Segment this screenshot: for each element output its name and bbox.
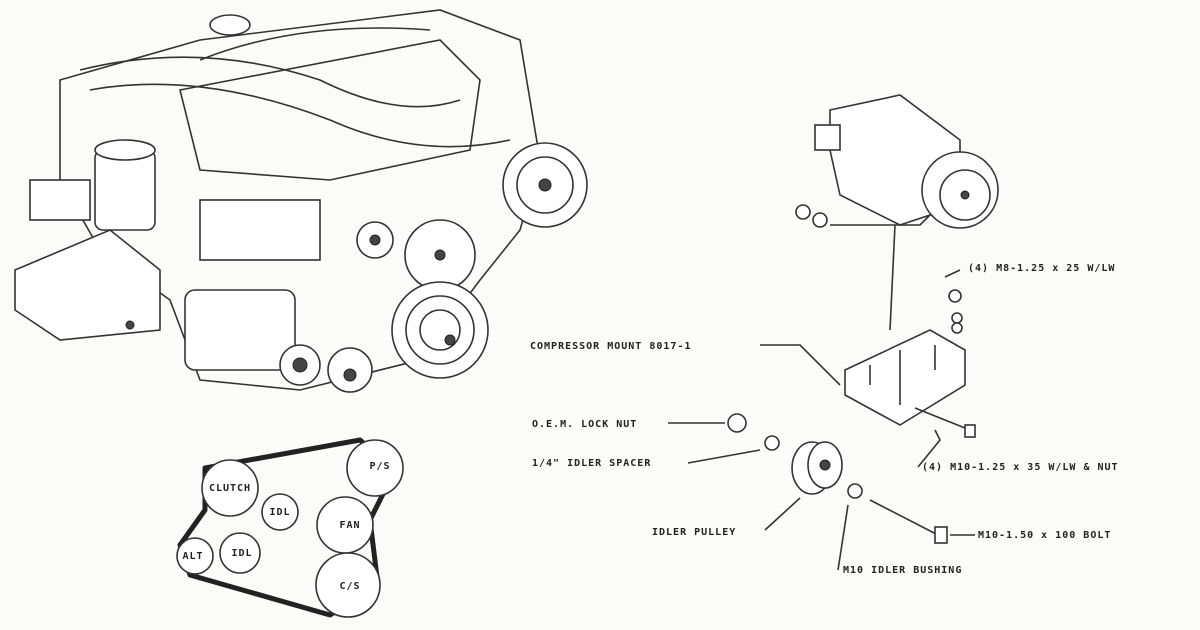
callout: M10 IDLER BUSHING	[843, 565, 962, 576]
pulley-label: CLUTCH	[209, 483, 251, 494]
pulley-label: C/S	[339, 581, 360, 592]
callout-labels: COMPRESSOR MOUNT 8017-1 (4) M8-1.25 x 25…	[530, 263, 1119, 576]
pulley-label: P/S	[369, 461, 390, 472]
callout: (4) M8-1.25 x 25 W/LW	[968, 263, 1115, 274]
pulley-label: IDL	[269, 507, 290, 518]
compressor-illustration	[795, 94, 999, 331]
mount-hardware	[727, 289, 976, 544]
pulley-label: IDL	[231, 548, 252, 559]
belt-diagram: CLUTCH IDL P/S FAN ALT IDL C/S	[176, 437, 404, 618]
callout: M10-1.50 x 100 BOLT	[978, 530, 1111, 541]
leader-lines	[668, 269, 975, 571]
pulley-label: FAN	[339, 520, 360, 531]
callout: IDLER PULLEY	[652, 527, 736, 538]
pulley-label: ALT	[182, 551, 203, 562]
engine-illustration	[0, 0, 610, 400]
callout: COMPRESSOR MOUNT 8017-1	[530, 341, 691, 352]
callout: 1/4" IDLER SPACER	[532, 458, 651, 469]
callout: (4) M10-1.25 x 35 W/LW & NUT	[922, 462, 1119, 473]
callout: O.E.M. LOCK NUT	[532, 419, 637, 430]
